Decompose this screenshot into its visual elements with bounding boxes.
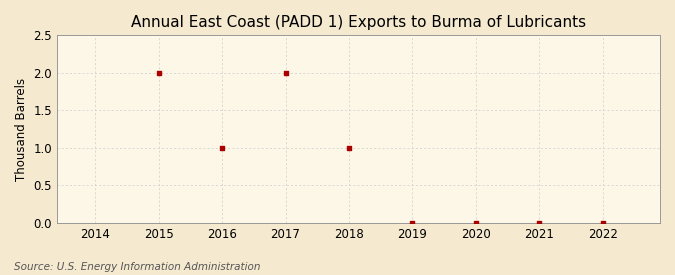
Title: Annual East Coast (PADD 1) Exports to Burma of Lubricants: Annual East Coast (PADD 1) Exports to Bu… (131, 15, 586, 30)
Point (534, 221, 545, 225)
Point (597, 221, 608, 225)
Point (407, 221, 418, 225)
Text: Source: U.S. Energy Information Administration: Source: U.S. Energy Information Administ… (14, 262, 260, 272)
Point (280, 71, 291, 75)
Point (217, 146, 227, 150)
Y-axis label: Thousand Barrels: Thousand Barrels (15, 78, 28, 181)
Point (344, 146, 354, 150)
Point (153, 71, 164, 75)
Point (470, 221, 481, 225)
